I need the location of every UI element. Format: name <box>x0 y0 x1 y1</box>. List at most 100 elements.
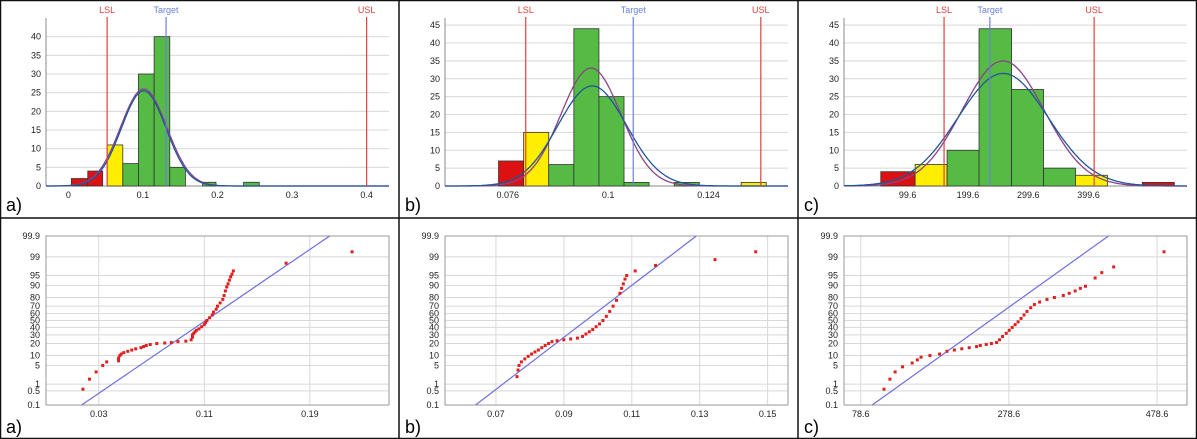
y-tick-label: 1 <box>434 379 439 389</box>
y-tick-label: 15 <box>430 127 440 137</box>
x-tick-label: 0.11 <box>196 409 213 419</box>
data-point <box>144 344 148 348</box>
data-point <box>214 307 218 311</box>
data-point <box>1010 325 1014 329</box>
histogram-bar <box>1011 89 1044 187</box>
data-point <box>231 269 235 273</box>
x-tick-label: 478.6 <box>1146 409 1169 419</box>
data-point <box>515 375 519 379</box>
y-tick-label: 70 <box>429 301 439 311</box>
y-tick-label: 1 <box>35 379 40 389</box>
y-tick-label: 50 <box>30 316 40 326</box>
data-point <box>516 368 520 372</box>
data-point <box>223 289 227 293</box>
plot-frame <box>843 235 1188 406</box>
y-tick-label: 60 <box>30 309 40 319</box>
data-point <box>604 314 608 318</box>
fitted-curve <box>46 90 389 187</box>
data-point <box>654 263 658 267</box>
y-tick-label: 5 <box>434 360 439 370</box>
y-tick-label: 0 <box>834 181 839 191</box>
panel-label: c) <box>804 417 819 437</box>
data-point <box>543 344 547 348</box>
data-point <box>928 354 932 358</box>
data-point <box>230 272 234 276</box>
y-tick-label: 35 <box>430 56 440 66</box>
data-point <box>608 309 612 313</box>
data-point <box>998 338 1002 342</box>
histogram-bar <box>138 73 155 187</box>
y-tick-label: 99 <box>30 252 40 262</box>
y-tick-label: 40 <box>31 32 41 42</box>
data-point <box>192 331 196 335</box>
histogram-bar <box>87 170 104 187</box>
y-tick-label: 0.5 <box>825 386 838 396</box>
y-tick-label: 40 <box>829 38 839 48</box>
data-point <box>587 330 591 334</box>
data-point <box>984 343 988 347</box>
data-point <box>202 323 206 327</box>
spec-label: Target <box>154 5 180 15</box>
data-point <box>618 291 622 295</box>
data-point <box>1022 313 1026 317</box>
data-point <box>210 313 214 317</box>
data-point <box>601 319 605 322</box>
data-point <box>200 325 204 329</box>
y-tick-label: 30 <box>829 74 839 84</box>
data-point <box>523 357 527 361</box>
y-tick-label: 40 <box>430 38 440 48</box>
y-tick-label: 90 <box>828 280 838 290</box>
data-point <box>94 370 98 374</box>
y-tick-label: 10 <box>430 145 440 155</box>
y-tick-label: 0.1 <box>426 400 439 410</box>
data-point <box>194 328 198 332</box>
data-point <box>625 274 629 278</box>
y-tick-label: 95 <box>429 271 439 281</box>
histogram-bar <box>548 164 575 187</box>
data-point <box>1084 284 1088 288</box>
data-point <box>122 351 126 355</box>
data-point <box>197 327 201 331</box>
y-tick-label: 90 <box>30 280 40 290</box>
data-point <box>967 346 971 350</box>
y-tick-label: 0.1 <box>27 400 40 410</box>
data-point <box>915 358 919 362</box>
data-point <box>888 377 892 381</box>
data-point <box>222 293 226 297</box>
data-point <box>598 322 602 326</box>
y-tick-label: 95 <box>30 271 40 281</box>
histogram-bar <box>153 36 171 187</box>
y-tick-label: 70 <box>30 301 40 311</box>
histogram-panel-1: 0 5 10 15 20 25 30 35 40 0 0.1 0.2 0.3 0.4 LSL Target US… <box>6 5 389 215</box>
panel-label: a) <box>6 417 22 437</box>
data-point <box>1073 289 1077 293</box>
y-tick-label: 5 <box>35 360 40 370</box>
data-point <box>225 285 229 289</box>
data-point <box>547 342 551 346</box>
data-point <box>350 250 354 254</box>
y-tick-label: 30 <box>30 330 40 340</box>
data-point <box>633 269 637 273</box>
data-point <box>229 275 233 279</box>
spec-label: USL <box>358 5 376 15</box>
y-tick-label: 20 <box>31 106 41 116</box>
data-point <box>189 338 193 342</box>
data-point <box>591 328 595 332</box>
y-tick-label: 60 <box>429 309 439 319</box>
y-tick-label: 5 <box>435 163 440 173</box>
data-point <box>130 348 134 352</box>
data-point <box>978 344 982 348</box>
data-point <box>169 341 173 345</box>
data-point <box>893 370 897 374</box>
data-point <box>882 387 886 391</box>
data-point <box>212 310 216 314</box>
x-tick-label: 0.1 <box>602 190 615 200</box>
y-tick-label: 30 <box>31 69 41 79</box>
data-point <box>519 360 523 364</box>
data-point <box>1038 300 1042 304</box>
data-point <box>184 339 188 343</box>
x-tick-label: 78.6 <box>852 409 870 419</box>
data-point <box>975 345 979 349</box>
